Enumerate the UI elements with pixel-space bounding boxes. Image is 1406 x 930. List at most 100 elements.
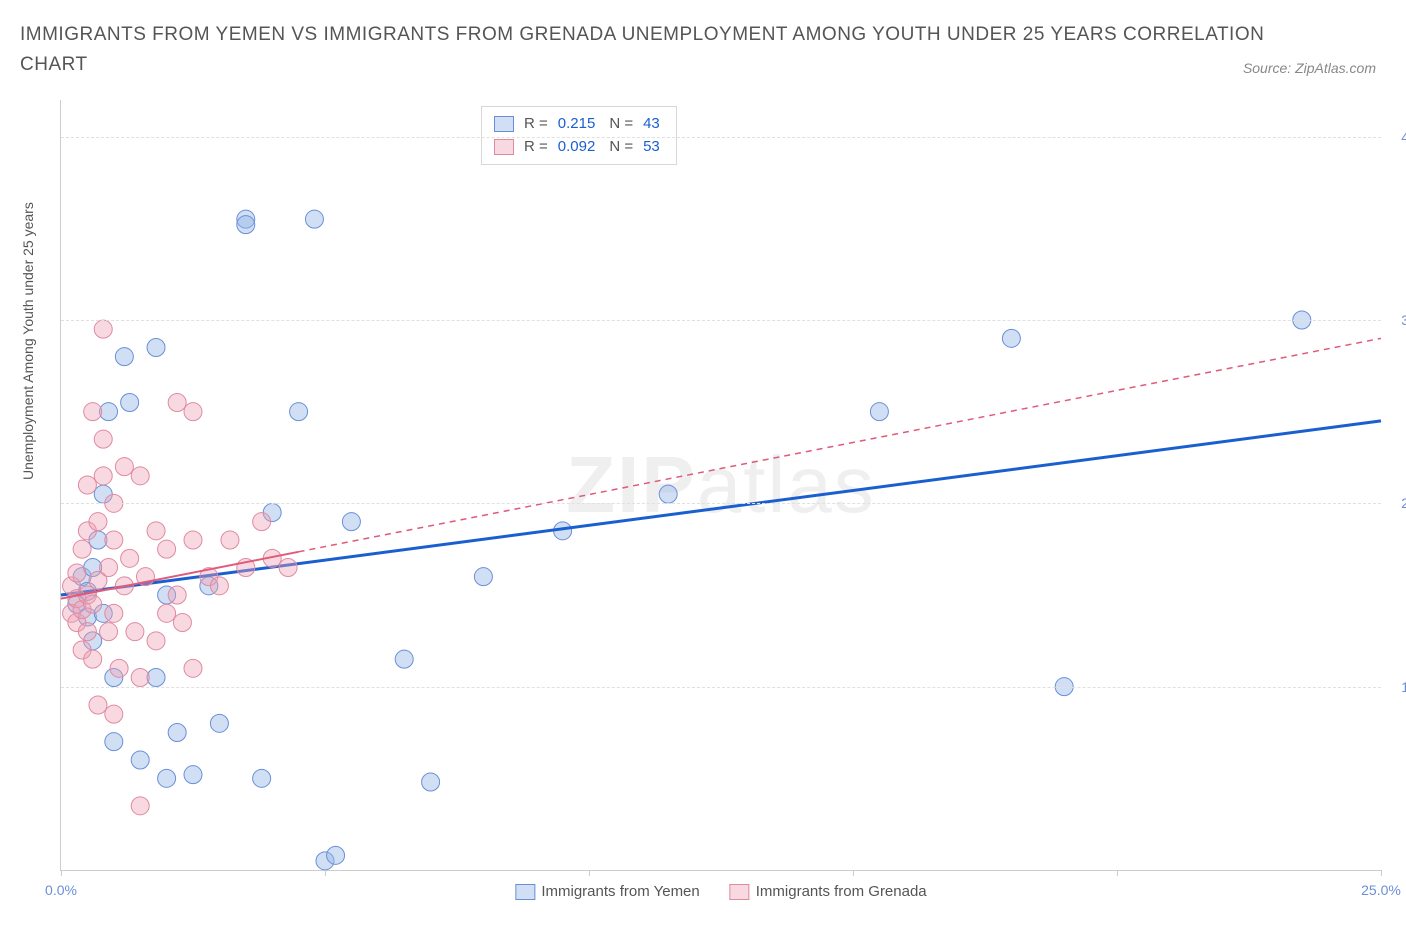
data-point: [237, 216, 255, 234]
data-point: [84, 650, 102, 668]
data-point: [158, 540, 176, 558]
n-label: N =: [609, 113, 633, 136]
data-point: [290, 403, 308, 421]
data-point: [659, 485, 677, 503]
chart-title: IMMIGRANTS FROM YEMEN VS IMMIGRANTS FROM…: [20, 20, 1286, 81]
data-point: [184, 531, 202, 549]
data-point: [100, 559, 118, 577]
data-point: [253, 769, 271, 787]
trend-line: [61, 421, 1381, 595]
data-point: [474, 568, 492, 586]
data-point: [100, 403, 118, 421]
r-label: R =: [524, 136, 548, 159]
swatch-grenada-icon: [730, 884, 750, 900]
legend-item-yemen: Immigrants from Yemen: [515, 883, 699, 900]
data-point: [131, 669, 149, 687]
data-point: [210, 577, 228, 595]
data-point: [395, 650, 413, 668]
data-point: [94, 467, 112, 485]
x-tick: [325, 870, 326, 876]
data-point: [158, 604, 176, 622]
x-tick: [1117, 870, 1118, 876]
gridline: [61, 687, 1381, 688]
data-point: [100, 623, 118, 641]
data-point: [105, 604, 123, 622]
legend-label-grenada: Immigrants from Grenada: [756, 883, 927, 900]
stats-legend: R = 0.215 N = 43 R = 0.092 N = 53: [481, 106, 677, 165]
data-point: [158, 769, 176, 787]
data-point: [1002, 329, 1020, 347]
y-tick-label: 20.0%: [1401, 495, 1406, 511]
y-tick-label: 40.0%: [1401, 129, 1406, 145]
gridline: [61, 320, 1381, 321]
series-legend: Immigrants from Yemen Immigrants from Gr…: [515, 883, 926, 900]
data-point: [131, 797, 149, 815]
data-point: [94, 320, 112, 338]
chart-svg: [61, 100, 1381, 870]
swatch-grenada: [494, 139, 514, 155]
r-value-yemen: 0.215: [558, 113, 596, 136]
y-axis-label: Unemployment Among Youth under 25 years: [20, 202, 36, 480]
data-point: [105, 733, 123, 751]
data-point: [147, 669, 165, 687]
n-value-grenada: 53: [643, 136, 660, 159]
data-point: [147, 632, 165, 650]
data-point: [342, 513, 360, 531]
gridline: [61, 137, 1381, 138]
r-label: R =: [524, 113, 548, 136]
data-point: [115, 348, 133, 366]
data-point: [147, 339, 165, 357]
data-point: [131, 467, 149, 485]
data-point: [147, 522, 165, 540]
data-point: [105, 705, 123, 723]
swatch-yemen-icon: [515, 884, 535, 900]
x-tick: [1381, 870, 1382, 876]
data-point: [68, 564, 86, 582]
data-point: [131, 751, 149, 769]
data-point: [184, 403, 202, 421]
trend-line-dashed: [299, 338, 1381, 551]
stats-row-grenada: R = 0.092 N = 53: [494, 136, 664, 159]
data-point: [84, 595, 102, 613]
y-tick-label: 30.0%: [1401, 312, 1406, 328]
data-point: [327, 846, 345, 864]
x-tick: [589, 870, 590, 876]
n-value-yemen: 43: [643, 113, 660, 136]
data-point: [105, 531, 123, 549]
data-point: [110, 659, 128, 677]
n-label: N =: [609, 136, 633, 159]
data-point: [422, 773, 440, 791]
r-value-grenada: 0.092: [558, 136, 596, 159]
data-point: [94, 430, 112, 448]
data-point: [184, 659, 202, 677]
data-point: [253, 513, 271, 531]
data-point: [126, 623, 144, 641]
data-point: [210, 714, 228, 732]
legend-item-grenada: Immigrants from Grenada: [730, 883, 927, 900]
y-tick-label: 10.0%: [1401, 679, 1406, 695]
data-point: [78, 476, 96, 494]
stats-row-yemen: R = 0.215 N = 43: [494, 113, 664, 136]
plot-area: ZIPatlas R = 0.215 N = 43 R = 0.092 N = …: [60, 100, 1381, 871]
data-point: [84, 403, 102, 421]
data-point: [168, 724, 186, 742]
data-point: [78, 623, 96, 641]
data-point: [870, 403, 888, 421]
data-point: [121, 549, 139, 567]
data-point: [279, 559, 297, 577]
x-tick: [853, 870, 854, 876]
data-point: [184, 766, 202, 784]
data-point: [221, 531, 239, 549]
data-point: [305, 210, 323, 228]
data-point: [89, 513, 107, 531]
data-point: [173, 614, 191, 632]
data-point: [73, 540, 91, 558]
data-point: [168, 394, 186, 412]
legend-label-yemen: Immigrants from Yemen: [541, 883, 699, 900]
x-tick-label: 25.0%: [1361, 882, 1401, 898]
x-tick-label: 0.0%: [45, 882, 77, 898]
swatch-yemen: [494, 116, 514, 132]
data-point: [115, 458, 133, 476]
source-label: Source: ZipAtlas.com: [1243, 60, 1376, 76]
data-point: [89, 696, 107, 714]
